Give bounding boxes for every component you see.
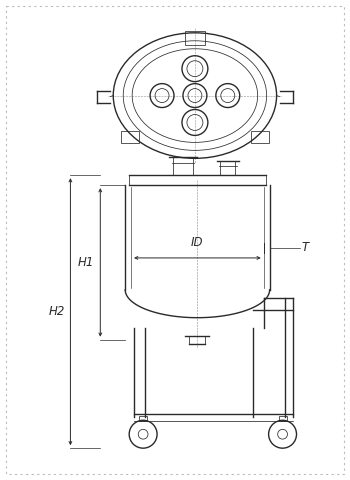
Bar <box>279 416 287 421</box>
Text: T: T <box>301 241 309 254</box>
Text: H1: H1 <box>78 256 94 269</box>
Bar <box>121 132 139 144</box>
Text: H2: H2 <box>48 305 65 318</box>
Bar <box>185 31 205 45</box>
Text: ID: ID <box>191 237 204 250</box>
Bar <box>139 416 147 421</box>
Bar <box>251 132 269 144</box>
